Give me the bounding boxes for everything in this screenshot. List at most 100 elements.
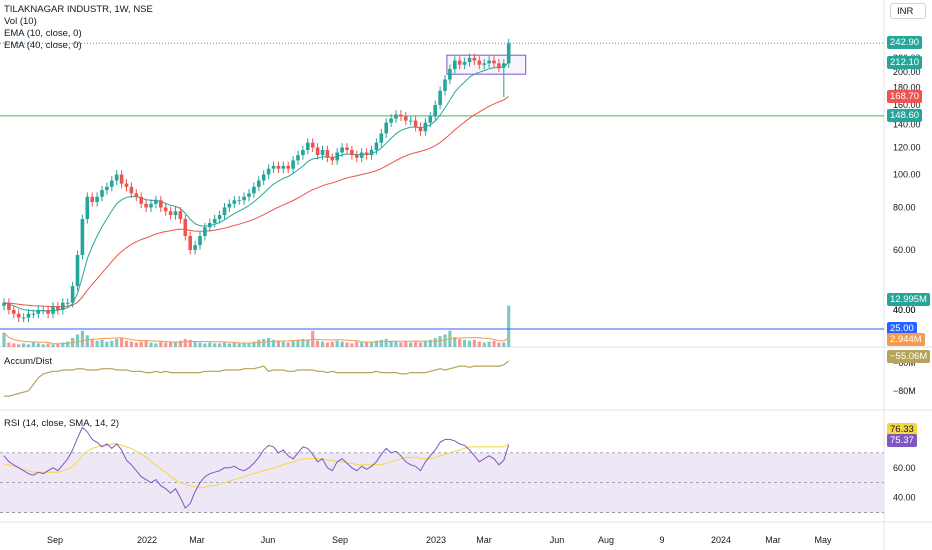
volume-badge: 12.995M [887, 293, 930, 306]
candle-body [394, 114, 398, 119]
candle-body [41, 310, 45, 311]
volume-bar [51, 344, 55, 347]
volume-bar [56, 343, 60, 347]
candle-body [154, 200, 158, 204]
volume-bar [237, 343, 241, 347]
candle-body [320, 150, 325, 156]
candle-body [129, 186, 134, 194]
volume-bar [183, 338, 187, 347]
volume-bar [252, 341, 256, 347]
volume-bar [134, 342, 138, 347]
candle-body [266, 168, 271, 175]
volume-bar [335, 340, 339, 347]
volume-bar [497, 342, 501, 347]
volume-bar [232, 342, 236, 347]
volume-bar [467, 340, 472, 347]
candle-body [472, 57, 477, 61]
volume-bar [433, 338, 437, 347]
candle-body [65, 302, 70, 304]
candle-body [90, 196, 94, 203]
candle-body [492, 60, 496, 64]
time-tick-label: 2022 [137, 535, 157, 545]
candle-body [183, 219, 188, 236]
volume-bar [173, 342, 178, 347]
volume-bar [188, 339, 192, 347]
volume-line-badge: 25.00 [887, 322, 917, 335]
ema40-legend: EMA (40, close, 0) [4, 40, 82, 51]
time-tick-label: 2023 [426, 535, 446, 545]
candle-body [114, 174, 119, 181]
ema10-legend: EMA (10, close, 0) [4, 28, 82, 39]
volume-bar [463, 339, 467, 347]
candle-body [453, 60, 457, 70]
volume-bar [17, 344, 21, 347]
candle-body [261, 174, 266, 181]
candle-body [163, 207, 168, 212]
volume-bar [36, 343, 40, 347]
candle-body [438, 90, 442, 105]
volume-bar [85, 335, 89, 347]
candle-body [56, 306, 60, 310]
volume-bar [26, 344, 31, 347]
candle-body [487, 60, 491, 64]
time-tick-label: Sep [332, 535, 348, 545]
volume-bar [330, 341, 334, 347]
volume-bar [316, 340, 320, 347]
volume-bar [124, 340, 129, 347]
volume-bar [115, 338, 119, 347]
candle-body [232, 200, 237, 204]
candle-body [477, 60, 482, 65]
ad-tick-label: −80M [893, 386, 916, 396]
volume-bar [218, 343, 222, 347]
volume-bar [291, 340, 295, 347]
rsi-tick-label: 40.00 [893, 493, 916, 503]
candle-body [384, 122, 388, 134]
candle-body [413, 120, 418, 127]
candle-body [46, 310, 50, 314]
volume-bar [487, 341, 491, 347]
volume-bar [2, 332, 6, 347]
rectangle-drawing [446, 54, 527, 75]
volume-ma-line [3, 332, 509, 345]
candle-body [369, 150, 374, 156]
volume-bar [477, 341, 481, 347]
candle-body [340, 147, 344, 153]
candle-body [330, 157, 335, 161]
candle-body [497, 63, 501, 68]
volume-bar [90, 338, 94, 347]
candle-body [217, 215, 222, 220]
volume-bar [139, 341, 143, 347]
volume-bar [154, 343, 158, 347]
candle-body [105, 186, 109, 191]
volume-bar [95, 340, 99, 347]
candle-body [237, 200, 241, 202]
candle-body [242, 196, 246, 201]
time-tick-label: Aug [598, 535, 614, 545]
volume-bar [281, 341, 285, 347]
candle-body [124, 183, 129, 187]
candle-body [21, 317, 26, 319]
volume-bar [365, 342, 369, 347]
candle-body [95, 196, 99, 203]
accum-dist-line [4, 360, 510, 397]
price-tick-label: 200.00 [893, 67, 921, 77]
candle-body [70, 286, 75, 303]
chart-title: TILAKNAGAR INDUSTR, 1W, NSE [4, 4, 153, 15]
candle-body [100, 190, 104, 197]
price-badge: 242.90 [887, 36, 923, 50]
candle-body [271, 165, 276, 169]
currency-selector[interactable]: INR [890, 3, 926, 19]
candle-body [276, 165, 281, 169]
volume-bar [149, 342, 153, 347]
price-tick-label: 80.00 [893, 202, 916, 212]
candle-body [188, 235, 192, 251]
candle-body [350, 150, 354, 156]
volume-bar [164, 342, 168, 347]
candle-body [315, 147, 320, 156]
candle-body [355, 155, 359, 158]
candle-body [139, 196, 143, 204]
volume-bar [222, 342, 227, 347]
candle-body [301, 150, 305, 156]
volume-bar [389, 340, 393, 347]
